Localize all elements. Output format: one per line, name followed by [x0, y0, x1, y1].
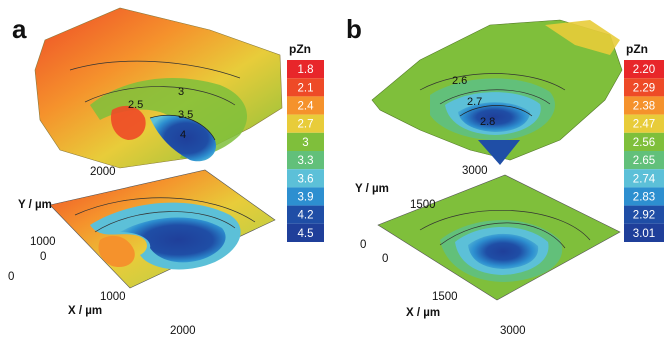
legend-swatch [287, 151, 324, 170]
panel-b-legend: 2.20 2.29 2.38 2.47 2.56 2.65 2.74 2.83 2.92 3.01 [624, 60, 664, 242]
legend-swatch [624, 60, 664, 79]
legend-swatch [287, 187, 324, 206]
legend-label: 2.56 [633, 137, 655, 149]
panel-a-contour-label: 3.5 [178, 109, 193, 121]
panel-b-legend-title: pZn [626, 42, 648, 56]
panel-a-3d-surface [34, 7, 283, 169]
legend-swatch [287, 223, 324, 242]
legend-label: 1.8 [298, 64, 314, 76]
legend-swatch [624, 205, 664, 224]
panel-b-x-tick: 0 [382, 253, 388, 265]
panel-a-y-tick: 2000 [90, 166, 116, 178]
panel-b-2d-map [377, 174, 621, 301]
panel-b-x-tick: 1500 [432, 291, 458, 303]
legend-swatch [287, 169, 324, 188]
legend-label: 2.74 [633, 173, 656, 185]
legend-label: 2.1 [298, 82, 314, 94]
legend-label: 3.9 [298, 192, 314, 204]
legend-label: 2.38 [633, 101, 655, 113]
legend-swatch [624, 151, 664, 170]
panel-a-legend-title: pZn [289, 42, 311, 56]
panel-a-x-tick: 1000 [100, 291, 126, 303]
legend-label: 3.01 [633, 228, 655, 240]
legend-swatch [287, 78, 324, 97]
panel-b-letter: b [346, 14, 362, 44]
legend-label: 3.3 [298, 155, 314, 167]
legend-label: 3.6 [298, 173, 314, 185]
legend-swatch [624, 78, 664, 97]
legend-label: 2.29 [633, 82, 655, 94]
legend-label: 4.5 [298, 228, 314, 240]
panel-a-y-tick: 1000 [30, 236, 56, 248]
panel-a-x-tick: 0 [40, 251, 46, 263]
panel-b-contour-label: 2.7 [467, 96, 482, 108]
legend-label: 2.7 [298, 119, 314, 131]
legend-swatch [287, 114, 324, 133]
panel-a-contour-label: 2.5 [128, 99, 143, 111]
legend-swatch [624, 169, 664, 188]
panel-b-y-tick: 3000 [462, 165, 488, 177]
panel-b-y-tick: 1500 [410, 199, 436, 211]
legend-swatch [287, 132, 324, 151]
legend-swatch [287, 60, 324, 79]
legend-swatch [624, 132, 664, 151]
panel-b-3d-surface [371, 19, 623, 165]
legend-swatch [624, 114, 664, 133]
panel-a-y-tick: 0 [8, 271, 14, 283]
legend-swatch [624, 96, 664, 115]
panel-a-contour-label: 4 [180, 129, 186, 141]
panel-b-y-tick: 0 [360, 239, 366, 251]
panel-a-y-axis-title: Y / µm [18, 199, 52, 211]
panel-a-2d-map [49, 169, 276, 289]
legend-label: 3 [302, 137, 308, 149]
panel-a-contour-label: 3 [178, 86, 184, 98]
legend-label: 2.47 [633, 119, 655, 131]
legend-label: 2.4 [298, 101, 315, 113]
panel-b: b Y / µm X / µm 3000 1500 0 [346, 14, 664, 337]
legend-swatch [624, 187, 664, 206]
panel-b-x-axis-title: X / µm [406, 307, 440, 319]
legend-label: 4.2 [298, 210, 314, 222]
legend-label: 2.20 [633, 64, 655, 76]
panel-a-letter: a [12, 14, 27, 44]
panel-a-legend: 1.8 2.1 2.4 2.7 3 3.3 3.6 3.9 4.2 4.5 [287, 60, 324, 242]
panel-b-contour-label: 2.6 [452, 75, 467, 87]
panel-a-x-axis-title: X / µm [68, 305, 102, 317]
panel-b-contour-label: 2.8 [480, 116, 495, 128]
panel-b-y-axis-title: Y / µm [355, 183, 389, 195]
panel-a-x-tick: 2000 [170, 325, 196, 337]
panel-a: a Y / µm X / µm 2000 1000 0 0 1000 [8, 7, 324, 337]
legend-swatch [624, 223, 664, 242]
legend-label: 2.65 [633, 155, 655, 167]
legend-swatch [287, 96, 324, 115]
panel-b-x-tick: 3000 [500, 325, 526, 337]
legend-swatch [287, 205, 324, 224]
legend-label: 2.92 [633, 210, 655, 222]
legend-label: 2.83 [633, 192, 655, 204]
